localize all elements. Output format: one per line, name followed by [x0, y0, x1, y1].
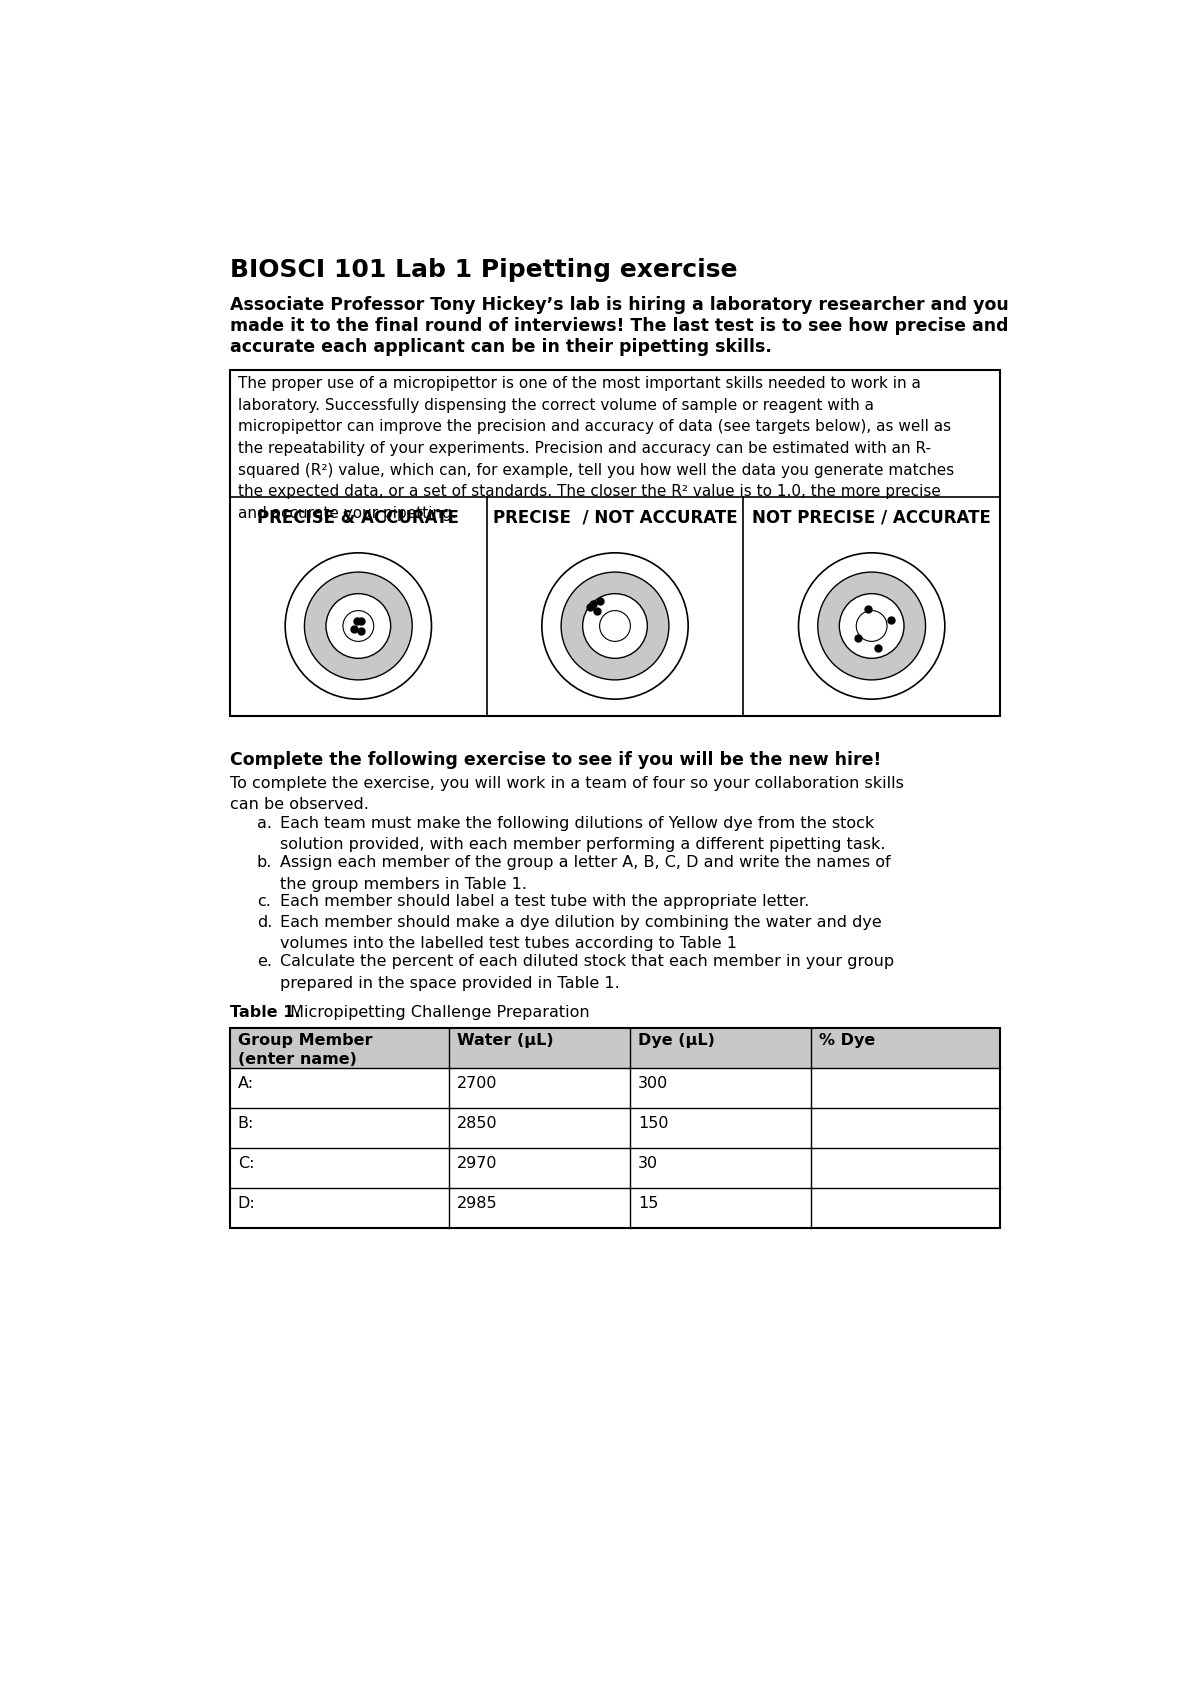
Bar — [230, 370, 1000, 716]
Circle shape — [583, 594, 647, 658]
Text: Dye (μL): Dye (μL) — [638, 1032, 715, 1047]
Text: Each member should make a dye dilution by combining the water and dye
volumes in: Each member should make a dye dilution b… — [280, 915, 882, 952]
Text: B:: B: — [238, 1115, 254, 1130]
Text: e.: e. — [257, 954, 272, 969]
Text: 15: 15 — [638, 1196, 659, 1210]
Text: Micropipetting Challenge Preparation: Micropipetting Challenge Preparation — [286, 1005, 590, 1020]
Text: 2850: 2850 — [457, 1115, 498, 1130]
Text: 30: 30 — [638, 1156, 659, 1171]
Circle shape — [343, 611, 373, 641]
Circle shape — [857, 611, 887, 641]
Text: Each team must make the following dilutions of Yellow dye from the stock
solutio: Each team must make the following diluti… — [280, 816, 886, 852]
Text: b.: b. — [257, 855, 272, 871]
Text: 2700: 2700 — [457, 1076, 498, 1091]
Text: Each member should label a test tube with the appropriate letter.: Each member should label a test tube wit… — [280, 894, 809, 910]
Text: Water (μL): Water (μL) — [457, 1032, 553, 1047]
Text: 150: 150 — [638, 1115, 668, 1130]
Text: Table 1.: Table 1. — [230, 1005, 300, 1020]
Text: The proper use of a micropipettor is one of the most important skills needed to : The proper use of a micropipettor is one… — [238, 377, 954, 521]
Circle shape — [542, 553, 688, 699]
Circle shape — [600, 611, 630, 641]
Text: 2985: 2985 — [457, 1196, 498, 1210]
Bar — [230, 1028, 1000, 1067]
Text: PRECISE & ACCURATE: PRECISE & ACCURATE — [257, 509, 460, 526]
Text: C:: C: — [238, 1156, 254, 1171]
Circle shape — [562, 572, 668, 680]
Circle shape — [286, 553, 432, 699]
Circle shape — [305, 572, 413, 680]
Text: PRECISE  / NOT ACCURATE: PRECISE / NOT ACCURATE — [493, 509, 737, 526]
Text: Assign each member of the group a letter A, B, C, D and write the names of
the g: Assign each member of the group a letter… — [280, 855, 890, 891]
Text: 2970: 2970 — [457, 1156, 498, 1171]
Text: D:: D: — [238, 1196, 256, 1210]
Text: d.: d. — [257, 915, 272, 930]
Bar — [230, 1028, 1000, 1229]
Text: BIOSCI 101 Lab 1 Pipetting exercise: BIOSCI 101 Lab 1 Pipetting exercise — [230, 258, 738, 282]
Text: Group Member
(enter name): Group Member (enter name) — [238, 1032, 372, 1067]
Text: Complete the following exercise to see if you will be the new hire!: Complete the following exercise to see i… — [230, 752, 881, 769]
Text: accurate each applicant can be in their pipetting skills.: accurate each applicant can be in their … — [230, 338, 772, 356]
Circle shape — [326, 594, 391, 658]
Text: Calculate the percent of each diluted stock that each member in your group
prepa: Calculate the percent of each diluted st… — [280, 954, 894, 991]
Circle shape — [839, 594, 904, 658]
Text: A:: A: — [238, 1076, 254, 1091]
Circle shape — [798, 553, 944, 699]
Text: made it to the final round of interviews! The last test is to see how precise an: made it to the final round of interviews… — [230, 317, 1008, 334]
Text: 300: 300 — [638, 1076, 668, 1091]
Text: Associate Professor Tony Hickey’s lab is hiring a laboratory researcher and you: Associate Professor Tony Hickey’s lab is… — [230, 295, 1009, 314]
Text: a.: a. — [257, 816, 272, 832]
Text: % Dye: % Dye — [820, 1032, 875, 1047]
Text: To complete the exercise, you will work in a team of four so your collaboration : To complete the exercise, you will work … — [230, 776, 904, 813]
Text: c.: c. — [257, 894, 271, 910]
Text: NOT PRECISE / ACCURATE: NOT PRECISE / ACCURATE — [752, 509, 991, 526]
Circle shape — [817, 572, 925, 680]
